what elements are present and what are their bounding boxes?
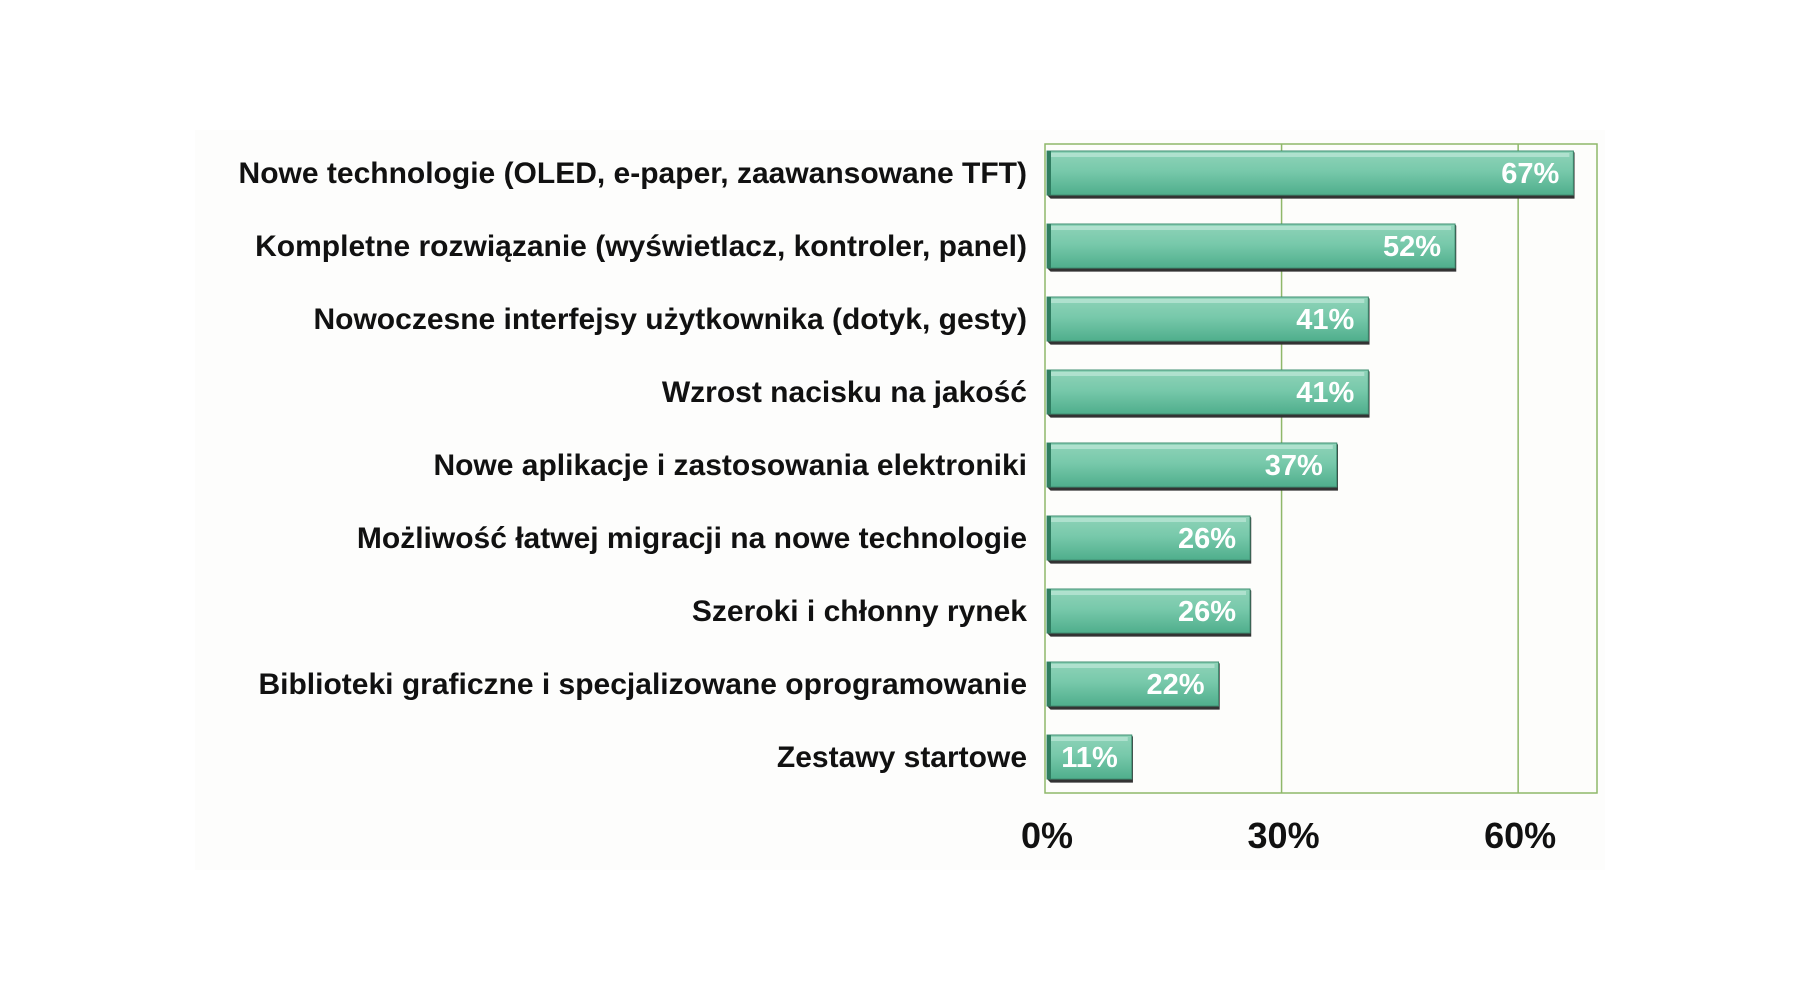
bars: 67% 52% 41% 41% 37% 26% 26% 22% 11% xyxy=(1046,150,1575,783)
bar xyxy=(1046,588,1251,634)
bar-highlight xyxy=(1051,372,1365,376)
bar xyxy=(1046,734,1133,780)
category-label: Zestawy startowe xyxy=(777,741,1027,774)
bar-left-edge xyxy=(1047,735,1051,779)
category-label: Wzrost nacisku na jakość xyxy=(662,376,1027,409)
bar-value-label: 11% xyxy=(1061,742,1118,774)
x-tick-label: 30% xyxy=(1248,815,1320,856)
bar-left-edge xyxy=(1047,516,1051,560)
category-label: Nowe aplikacje i zastosowania elektronik… xyxy=(433,449,1027,482)
x-tick-label: 60% xyxy=(1484,815,1556,856)
category-labels: Nowe technologie (OLED, e-paper, zaawans… xyxy=(239,157,1028,774)
bar-value-label: 37% xyxy=(1265,450,1323,482)
bar-value-label: 26% xyxy=(1178,523,1236,555)
bar-highlight xyxy=(1051,737,1128,741)
bar-highlight xyxy=(1051,153,1570,157)
category-label: Biblioteki graficzne i specjalizowane op… xyxy=(258,668,1027,701)
category-label: Kompletne rozwiązanie (wyświetlacz, kont… xyxy=(255,230,1027,263)
bar-left-edge xyxy=(1047,370,1051,414)
bar-highlight xyxy=(1051,591,1247,595)
bar xyxy=(1046,661,1219,707)
bar-highlight xyxy=(1051,226,1452,230)
bar-value-label: 26% xyxy=(1178,596,1236,628)
bar xyxy=(1046,296,1369,342)
bar xyxy=(1046,515,1251,561)
x-tick-label: 0% xyxy=(1021,815,1073,856)
bar-value-label: 52% xyxy=(1383,231,1441,263)
bar-left-edge xyxy=(1047,224,1051,268)
bar-highlight xyxy=(1051,518,1247,522)
category-label: Możliwość łatwej migracji na nowe techno… xyxy=(357,522,1027,555)
bar-left-edge xyxy=(1047,443,1051,487)
bar xyxy=(1046,150,1574,196)
bar xyxy=(1046,223,1456,269)
category-label: Szeroki i chłonny rynek xyxy=(692,595,1027,628)
bar-value-label: 67% xyxy=(1501,158,1559,190)
bar-left-edge xyxy=(1047,589,1051,633)
bar-value-label: 41% xyxy=(1296,377,1354,409)
bar-value-label: 41% xyxy=(1296,304,1354,336)
bar-highlight xyxy=(1051,299,1365,303)
bar-left-edge xyxy=(1047,662,1051,706)
bar-highlight xyxy=(1051,445,1333,449)
bar-value-label: 22% xyxy=(1146,669,1204,701)
bar-left-edge xyxy=(1047,151,1051,195)
bar xyxy=(1046,442,1338,488)
category-label: Nowoczesne interfejsy użytkownika (dotyk… xyxy=(313,303,1027,336)
bar-left-edge xyxy=(1047,297,1051,341)
bar-highlight xyxy=(1051,664,1215,668)
x-axis-tick-labels: 0% 30% 60% xyxy=(1021,815,1556,856)
category-label: Nowe technologie (OLED, e-paper, zaawans… xyxy=(239,157,1027,190)
